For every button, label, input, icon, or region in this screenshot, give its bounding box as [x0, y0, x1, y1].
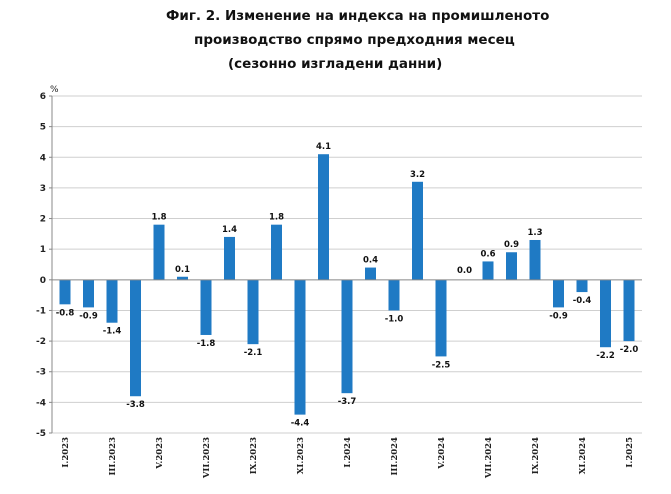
data-label: -0.9: [549, 311, 568, 321]
data-label: -2.1: [244, 348, 263, 358]
bar: [83, 279, 94, 308]
x-tick-labels: I.2023 III.2023 V.2023 VII.2023 IX.2023 XI.20…: [61, 437, 635, 479]
y-tick-label: -5: [36, 429, 46, 439]
data-label: -2.0: [620, 345, 639, 355]
x-tick-label: I.2023: [61, 437, 71, 468]
bar: [106, 279, 118, 323]
data-label: -1.0: [385, 314, 404, 324]
bar: [271, 224, 282, 280]
bar: [365, 267, 376, 280]
chart-title-line-1: Фиг. 2. Изменение на индекса на промишле…: [166, 8, 550, 24]
chart-title-line-2: производство спрямо предходния месец: [194, 32, 515, 48]
y-tick-label: 5: [40, 123, 46, 133]
x-tick-label: I.2025: [625, 437, 635, 468]
x-tick-label: I.2024: [343, 437, 353, 468]
data-label: 0.1: [175, 265, 190, 275]
bar: [576, 279, 588, 293]
data-label: -0.9: [79, 311, 98, 321]
y-tick-label: 1: [40, 245, 46, 255]
data-label: 0.0: [457, 266, 472, 276]
bar: [553, 279, 564, 308]
bar: [388, 279, 400, 311]
y-tick-label: -4: [36, 398, 46, 408]
bar: [177, 276, 188, 280]
data-label: 3.2: [410, 170, 425, 180]
data-label: -1.8: [197, 339, 216, 349]
bar: [412, 181, 423, 280]
data-label: -2.2: [596, 351, 615, 361]
x-tick-label: IX.2024: [531, 437, 541, 474]
bar: [600, 279, 611, 348]
bars: [59, 154, 635, 415]
bar: [130, 279, 141, 397]
data-label: -4.4: [291, 419, 310, 429]
bar: [247, 279, 259, 345]
y-tick-label: -2: [36, 337, 46, 347]
data-label: 1.3: [527, 228, 542, 238]
bar: [623, 279, 635, 342]
y-tick-label: 0: [40, 276, 46, 286]
bar: [506, 252, 517, 280]
data-label: 0.6: [480, 249, 495, 259]
data-label: 4.1: [316, 142, 331, 152]
y-tick-label: 2: [40, 215, 46, 225]
bar: [59, 279, 71, 305]
data-label: 0.9: [504, 240, 519, 250]
x-tick-label: III.2023: [108, 437, 118, 476]
bar: [482, 261, 494, 280]
x-tick-label: IX.2023: [249, 437, 259, 474]
axes: [49, 95, 642, 434]
bar: [318, 154, 329, 280]
x-tick-label: XI.2024: [578, 437, 588, 474]
data-label: -3.7: [338, 397, 357, 407]
bar: [341, 279, 353, 394]
bar: [435, 279, 447, 357]
data-label: 1.8: [269, 213, 284, 223]
bar: [224, 236, 235, 280]
x-tick-label: VII.2023: [202, 437, 212, 479]
data-label: -1.4: [103, 327, 122, 337]
y-tick-labels: 6 5 4 3 2 1 0 -1 -2 -3 -4 -5: [36, 92, 46, 439]
bar: [529, 239, 541, 280]
data-label: -2.5: [432, 360, 451, 370]
data-label: 0.4: [363, 256, 378, 266]
y-tick-label: -1: [36, 306, 46, 316]
data-label: 1.8: [151, 213, 166, 223]
x-tick-label: V.2024: [437, 437, 447, 470]
data-label: 1.4: [222, 225, 237, 235]
y-tick-label: -3: [36, 368, 46, 378]
y-tick-label: 4: [40, 153, 46, 163]
chart-title-line-3: (сезонно изгладени данни): [228, 56, 443, 72]
data-label: -0.8: [56, 308, 75, 318]
y-tick-label: 3: [40, 184, 46, 194]
x-tick-label: V.2023: [155, 437, 165, 470]
data-label: -0.4: [573, 296, 592, 306]
y-tick-label: 6: [40, 92, 46, 102]
data-label: -3.8: [126, 400, 145, 410]
y-unit-label: %: [50, 85, 59, 95]
x-tick-label: III.2024: [390, 437, 400, 476]
bar: [294, 279, 306, 415]
bar: [200, 279, 212, 335]
x-tick-label: XI.2023: [296, 437, 306, 474]
bar: [153, 224, 165, 280]
data-labels: -0.8 -0.9 -1.4 -3.8 1.8 0.1 -1.8 1.4 -2.1 1.8 -4.4…: [56, 142, 639, 428]
x-tick-label: VII.2024: [484, 437, 494, 479]
